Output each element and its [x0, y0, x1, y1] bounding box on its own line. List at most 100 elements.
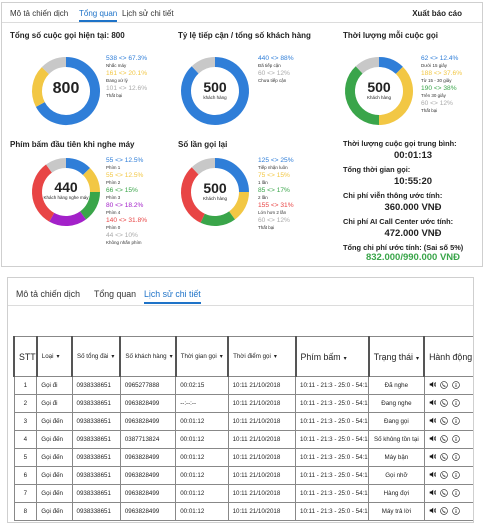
first-key-segment-0	[65, 158, 91, 176]
info-icon[interactable]	[451, 452, 460, 461]
duration-legend: 62 <> 12.4% Dưới 15 giây 188 <> 37.6% Từ 15…	[421, 55, 463, 116]
legend-value: 188 <> 37.6%	[421, 70, 463, 78]
table-cell: 10:11 21/10/2018	[227, 376, 297, 395]
table-cell: Gọi đến	[36, 466, 73, 485]
call-back-icon[interactable]	[439, 434, 448, 443]
legend-value: 85 <> 17%	[258, 187, 290, 195]
table-row[interactable]: 7 Gọi đến 0938338651 0963828499 00:01:12 10:1…	[13, 484, 473, 503]
table-cell: 00:01:12	[175, 466, 229, 485]
tab-overview[interactable]: Tổng quan	[79, 9, 118, 22]
table-row[interactable]: 8 Gọi đến 0938338651 0963828499 00:01:12 10:1…	[13, 502, 473, 521]
info-icon[interactable]	[451, 398, 460, 407]
call-back-icon[interactable]	[439, 488, 448, 497]
call-back-icon[interactable]	[439, 470, 448, 479]
legend-value: 440 <> 88%	[258, 55, 294, 62]
table-cell: 00:01:12	[175, 430, 229, 449]
legend-item: 80 <> 18.2% Phím 4	[106, 203, 147, 215]
play-audio-icon[interactable]	[429, 381, 436, 388]
legend-label: 2 lần	[258, 194, 268, 200]
table-cell: 0963828499	[119, 394, 177, 413]
col-call-time[interactable]: Thời điểm gọi ▾	[227, 336, 297, 377]
ai-cost-value: 472.000 VNĐ	[384, 228, 442, 239]
call-count-sublabel: Khách hàng	[202, 196, 228, 201]
legend-item: 538 <> 67.3% Nhấc máy	[106, 55, 147, 68]
first-key-center: 440 Khách hàng nghe máy	[42, 180, 90, 200]
tab-overview[interactable]: Tổng quan	[94, 289, 137, 299]
tab-detail-history[interactable]: Lịch sử chi tiết	[122, 9, 174, 18]
legend-value: 60 <> 12%	[421, 100, 453, 108]
info-icon[interactable]	[451, 488, 460, 497]
tab-detail-history[interactable]: Lịch sử chi tiết	[144, 289, 201, 304]
info-icon[interactable]	[451, 434, 460, 443]
legend-item: 85 <> 17% 2 lần	[258, 188, 294, 200]
total-calls-segment-0	[35, 57, 100, 125]
reach-rate-donut	[181, 57, 249, 125]
col-status[interactable]: Trạng thái ▾	[367, 336, 425, 377]
table-cell: 10:11 21/10/2018	[227, 484, 297, 503]
play-audio-icon[interactable]	[429, 471, 436, 478]
table-cell: 10:11 - 21:3 - 25:0 - 54:1	[295, 376, 370, 395]
call-back-icon[interactable]	[439, 380, 448, 389]
tab-campaign-description[interactable]: Mô tả chiến dịch	[16, 289, 81, 299]
col-customer-number[interactable]: Số khách hàng ▾	[119, 336, 177, 377]
info-icon[interactable]	[451, 506, 460, 515]
play-audio-icon[interactable]	[429, 435, 436, 442]
info-icon[interactable]	[451, 416, 460, 425]
legend-label: Thất bại	[258, 224, 275, 230]
history-tab-bar: Mô tả chiến dịch Tổng quan Lịch sử chi t…	[8, 278, 473, 306]
col-keys[interactable]: Phím bấm ▾	[294, 336, 370, 377]
play-audio-icon[interactable]	[429, 417, 436, 424]
col-actions[interactable]: Hành động▾	[423, 336, 473, 377]
play-audio-icon[interactable]	[429, 399, 436, 406]
legend-label: 1 lần	[258, 179, 268, 185]
play-audio-icon[interactable]	[429, 489, 436, 496]
table-row[interactable]: 1 Gọi đi 0938338651 0965277888 00:02:15 10:11…	[13, 376, 473, 395]
export-report-button[interactable]: Xuất báo cáo	[412, 9, 462, 18]
table-cell: 10:11 21/10/2018	[227, 466, 297, 485]
table-row[interactable]: 5 Gọi đến 0938338651 0963828499 00:01:12 10:1…	[13, 448, 473, 467]
table-cell: Máy trả lời	[368, 502, 425, 521]
call-back-icon[interactable]	[439, 416, 448, 425]
legend-label: Nhấc máy	[106, 62, 127, 68]
call-back-icon[interactable]	[439, 398, 448, 407]
table-row[interactable]: 4 Gọi đến 0938338651 0387713824 00:01:12 10:1…	[13, 430, 473, 449]
info-icon[interactable]	[451, 380, 460, 389]
duration-title: Thời lượng mỗi cuộc gọi	[343, 31, 438, 40]
first-key-segment-3	[49, 211, 86, 226]
call-back-icon[interactable]	[439, 506, 448, 515]
table-row[interactable]: 6 Gọi đến 0938338651 0963828499 00:01:12 10:1…	[13, 466, 473, 485]
reach-rate-segment-0	[181, 57, 249, 125]
table-row[interactable]: 3 Gọi đến 0938338651 0963828499 00:01:12 10:1…	[13, 412, 473, 431]
reach-rate-title: Tỷ lệ tiếp cận / tổng số khách hàng	[178, 31, 311, 40]
table-cell: 10:11 21/10/2018	[227, 412, 297, 431]
row-actions	[423, 376, 473, 395]
table-cell: 0387713824	[119, 430, 177, 449]
legend-label: Từ 15 - 30 giây	[421, 77, 452, 83]
telecom-cost-label: Chi phí viễn thông ước tính:	[343, 191, 443, 200]
table-cell: 0938338651	[71, 466, 121, 485]
legend-item: 125 <> 25% Tiếp nhận luôn	[258, 157, 294, 170]
col-switchboard[interactable]: Số tổng đài ▾	[71, 336, 121, 377]
col-type[interactable]: Loại ▾	[35, 336, 73, 377]
call-count-title: Số lần gọi lại	[178, 140, 228, 149]
table-cell: 1	[13, 376, 38, 395]
table-cell: 0938338651	[71, 484, 121, 503]
call-back-icon[interactable]	[439, 452, 448, 461]
table-cell: Đang nghe	[368, 394, 425, 413]
table-row[interactable]: 2 Gọi đi 0938338651 0963828499 --:--:-- 10:11…	[13, 394, 473, 413]
legend-label: Phím 2	[106, 179, 121, 185]
row-actions	[423, 484, 473, 503]
first-key-segment-1	[82, 167, 100, 193]
play-audio-icon[interactable]	[429, 507, 436, 514]
table-cell: 0963828499	[119, 484, 177, 503]
table-cell: 0963828499	[119, 448, 177, 467]
play-audio-icon[interactable]	[429, 453, 436, 460]
total-calls-segment-2	[41, 57, 67, 75]
table-cell: 0938338651	[71, 376, 121, 395]
info-icon[interactable]	[451, 470, 460, 479]
legend-value: 101 <> 12.6%	[106, 85, 148, 93]
tab-campaign-description[interactable]: Mô tả chiến dịch	[10, 9, 69, 18]
telecom-cost-value: 360.000 VNĐ	[384, 202, 442, 213]
col-call-duration[interactable]: Thời gian gọi ▾	[174, 336, 229, 377]
table-cell: 10:11 - 21:3 - 25:0 - 54:1	[295, 430, 370, 449]
